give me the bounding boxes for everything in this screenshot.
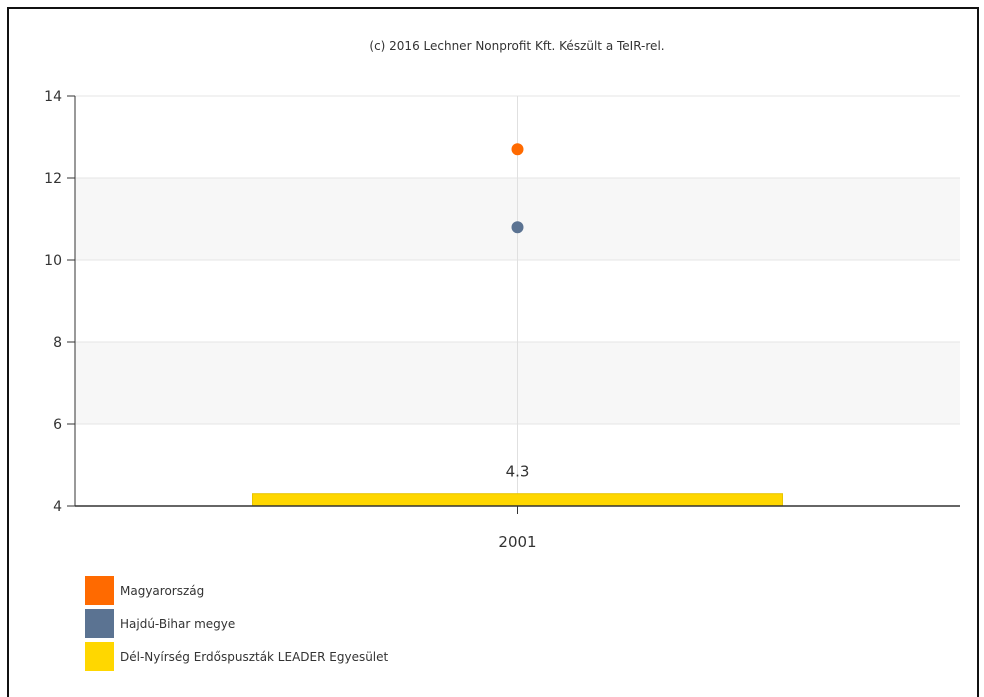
legend-swatch <box>85 642 114 671</box>
bar-data-label: 4.3 <box>506 463 530 481</box>
y-tick-label: 8 <box>53 335 62 351</box>
data-point <box>511 143 524 156</box>
legend-swatch <box>85 609 114 638</box>
legend: Magyarország Hajdú-Bihar megye Dél-Nyírség… <box>85 576 389 671</box>
chart-title: (c) 2016 Lechner Nonprofit Kft. Készült … <box>369 39 664 53</box>
data-point <box>511 221 524 234</box>
legend-label: Hajdú-Bihar megye <box>120 617 235 631</box>
y-tick-label: 6 <box>53 417 62 433</box>
legend-label: Dél-Nyírség Erdőspuszták LEADER Egyesüle… <box>120 650 389 664</box>
y-tick-label: 12 <box>44 171 62 187</box>
legend-label: Magyarország <box>120 584 204 598</box>
bar <box>252 493 783 507</box>
y-tick-label: 14 <box>44 89 62 105</box>
y-tick-label: 10 <box>44 253 62 269</box>
y-tick-label: 4 <box>53 499 62 515</box>
legend-swatch <box>85 576 114 605</box>
plot-area: 4 6 8 10 12 14 4.3 2001 <box>44 89 960 551</box>
x-tick-label: 2001 <box>498 533 536 551</box>
